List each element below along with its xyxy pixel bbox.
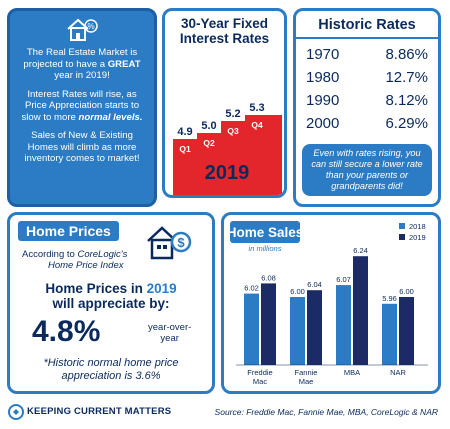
historic-row: 1980 12.7% — [296, 66, 438, 89]
historic-note: Even with rates rising, you can still se… — [302, 144, 432, 196]
rates-red-staircase — [173, 115, 282, 195]
sales-bar-label: 6.00 — [290, 287, 305, 296]
historic-year: 1990 — [306, 92, 340, 109]
footer-source: Source: Freddie Mac, Fannie Mae, MBA, Co… — [214, 407, 438, 417]
historic-year: 2000 — [306, 115, 340, 132]
sales-title-bg — [230, 221, 300, 243]
sales-legend-label: 2019 — [409, 233, 426, 242]
sales-bar — [353, 256, 368, 365]
intro-paragraph-2: Interest Rates will rise, as Price Appre… — [21, 88, 143, 123]
sales-title: Home Sales — [227, 225, 304, 240]
sales-category-label: NAR — [390, 368, 406, 377]
sales-bar — [290, 297, 305, 365]
prices-historic-note: *Historic normal home price appreciation … — [43, 357, 179, 382]
home-prices-panel: Home Prices $ According to CoreLogic's H… — [7, 212, 215, 394]
historic-divider — [296, 37, 438, 39]
historic-year: 1970 — [306, 46, 340, 63]
house-percent-icon: % — [67, 18, 98, 41]
sales-bar-label: 6.07 — [336, 275, 351, 284]
sales-bar — [336, 285, 351, 365]
sales-bar — [399, 297, 414, 365]
historic-rates-panel: Historic Rates 1970 8.86% 1980 12.7% 1990 8… — [293, 8, 441, 207]
home-sales-panel: Home Sales in millions 2018 2019 6.02 6.08… — [221, 212, 441, 394]
sales-bar-label: 5.96 — [382, 294, 397, 303]
historic-year: 1980 — [306, 69, 340, 86]
prices-source-line2: Home Price Index — [48, 260, 124, 271]
prices-yoy-label: year-over-year — [148, 322, 192, 344]
sales-category-label: Fannie — [295, 368, 318, 377]
sales-bar — [244, 293, 259, 365]
rate-value-label: 5.0 — [201, 120, 216, 132]
sales-category-label: MBA — [344, 368, 360, 377]
historic-title: Historic Rates — [318, 17, 416, 33]
footer: KEEPING CURRENT MATTERS Source: Freddie … — [0, 400, 450, 424]
sales-bar-label: 6.24 — [353, 246, 368, 255]
rates-30yr-title: 30-Year Fixed Interest Rates — [165, 16, 284, 46]
rate-quarter-label: Q2 — [203, 138, 215, 148]
svg-text:$: $ — [177, 235, 185, 250]
sales-bar-label: 6.08 — [261, 273, 276, 282]
sales-bar-label: 6.02 — [244, 284, 259, 293]
rates-year-label: 2019 — [205, 162, 250, 184]
prices-source-line1: According to CoreLogic's — [22, 249, 128, 260]
sales-bar — [261, 283, 276, 365]
house-dollar-icon: $ — [147, 226, 192, 260]
sales-legend-swatch — [399, 223, 405, 229]
sales-bar — [307, 290, 322, 365]
historic-row: 1970 8.86% — [296, 43, 438, 66]
sales-subtitle: in millions — [249, 244, 282, 253]
historic-rate: 8.86% — [385, 46, 428, 63]
home-sales-chart: Home Sales in millions 2018 2019 6.026.08… — [227, 221, 428, 386]
home-prices-header: Home Prices — [18, 221, 119, 241]
rates-30yr-chart: 4.9 Q1 5.0 Q2 5.2 Q3 5.3 Q4 2019 — [173, 102, 282, 195]
sales-legend-label: 2018 — [409, 222, 426, 231]
sales-bar-label: 6.04 — [307, 280, 322, 289]
rates-30yr-panel: 4.9 Q1 5.0 Q2 5.2 Q3 5.3 Q4 2019 30-Year Fixed … — [162, 8, 287, 198]
historic-rate: 6.29% — [385, 115, 428, 132]
historic-rows: 1970 8.86% 1980 12.7% 1990 8.12% 2000 6.29% — [296, 43, 438, 135]
intro-paragraph-3: Sales of New & Existing Homes will climb… — [24, 130, 140, 164]
rates-title-line1: 30-Year Fixed — [180, 16, 269, 31]
rate-quarter-label: Q3 — [227, 126, 239, 136]
sales-category-label: Mac — [253, 377, 267, 386]
kcm-logo-icon — [8, 404, 24, 420]
prices-headline: Home Prices in 2019 will appreciate by: — [45, 281, 177, 311]
historic-rate: 12.7% — [385, 69, 428, 86]
sales-legend-swatch — [399, 234, 405, 240]
intro-panel: % The Real Estate Market is projected to… — [7, 8, 157, 207]
sales-bar-label: 6.00 — [399, 287, 414, 296]
rate-value-label: 5.2 — [225, 108, 240, 120]
historic-row: 2000 6.29% — [296, 112, 438, 135]
svg-text:%: % — [87, 22, 94, 31]
sales-category-label: Freddie — [247, 368, 272, 377]
rates-title-line2: Interest Rates — [179, 31, 270, 46]
sales-category-label: Mae — [299, 377, 314, 386]
historic-rate: 8.12% — [385, 92, 428, 109]
historic-row: 1990 8.12% — [296, 89, 438, 112]
rate-quarter-label: Q4 — [251, 120, 263, 130]
rate-quarter-label: Q1 — [179, 144, 191, 154]
sales-bar — [382, 303, 397, 365]
rate-value-label: 5.3 — [249, 102, 264, 114]
rate-value-label: 4.9 — [177, 126, 192, 138]
prices-appreciation-value: 4.8% — [32, 315, 101, 348]
footer-brand: KEEPING CURRENT MATTERS — [27, 406, 172, 417]
intro-paragraph-1: The Real Estate Market is projected to h… — [23, 47, 141, 81]
